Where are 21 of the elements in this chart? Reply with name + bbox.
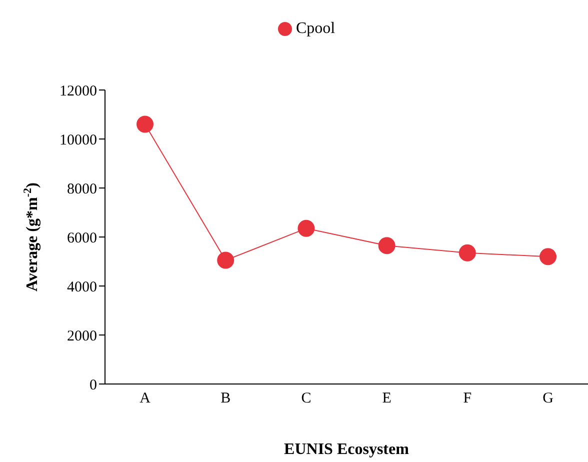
y-tick-label: 0 <box>90 377 97 394</box>
y-tick-label: 12000 <box>60 83 97 100</box>
point <box>217 252 234 269</box>
x-tick-label: G <box>542 390 554 407</box>
point <box>136 116 154 133</box>
y-tick-label: 6000 <box>67 230 97 246</box>
x-tick-label: A <box>140 390 151 407</box>
x-tick-label: F <box>463 390 472 407</box>
y-tick-label: 8000 <box>67 181 97 198</box>
point <box>540 248 556 266</box>
y-tick-label: 10000 <box>60 132 97 148</box>
y-tick-label: 2000 <box>67 328 97 344</box>
y-tick-label: 4000 <box>67 279 97 296</box>
point <box>378 237 396 254</box>
x-tick-label: E <box>382 390 392 407</box>
point <box>458 244 476 262</box>
x-axis-title: EUNIS Ecosystem <box>284 441 410 458</box>
point <box>298 220 315 237</box>
legend-label: Cpool <box>296 20 336 37</box>
x-tick-label: C <box>301 390 312 407</box>
x-tick-label: B <box>220 390 231 407</box>
